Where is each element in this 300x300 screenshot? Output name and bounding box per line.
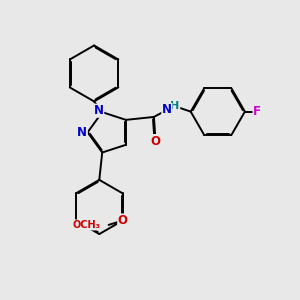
Text: N: N: [94, 104, 104, 117]
Text: N: N: [162, 103, 172, 116]
Text: N: N: [77, 126, 87, 139]
Text: F: F: [253, 105, 261, 118]
Text: H: H: [170, 101, 180, 111]
Text: OCH₃: OCH₃: [73, 220, 101, 230]
Text: O: O: [150, 135, 161, 148]
Text: O: O: [118, 214, 128, 227]
